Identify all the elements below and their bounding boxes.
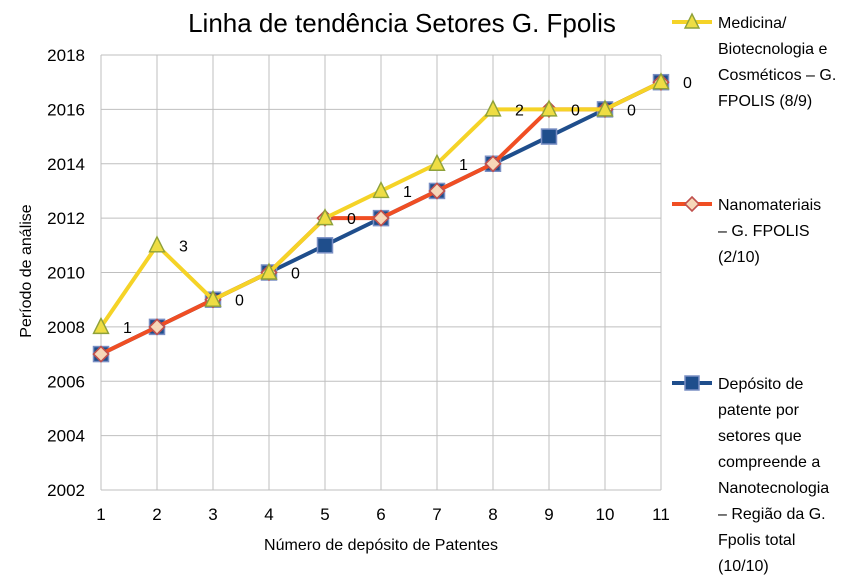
- legend-item-diamond: Nanomateriais – G. FPOLIS (2/10): [672, 195, 821, 266]
- legend-label: Biotecnologia e: [718, 41, 828, 58]
- series-point-triangle: [92, 316, 110, 335]
- y-tick-label: 2006: [47, 372, 85, 391]
- legend-label: Fpolis total: [718, 532, 795, 549]
- legend-label: FPOLIS (8/9): [718, 93, 812, 110]
- legend-label: compreende a: [718, 454, 820, 471]
- series-point-square: [540, 128, 558, 145]
- data-label: 0: [235, 293, 244, 310]
- x-tick-label: 4: [264, 505, 273, 524]
- series-point-square: [316, 237, 334, 254]
- legend-swatch-marker: [683, 12, 701, 29]
- data-label: 0: [347, 211, 356, 228]
- legend-label: Cosméticos – G.: [718, 67, 836, 84]
- series-point-triangle: [260, 262, 278, 280]
- y-tick-label: 2014: [47, 155, 85, 174]
- data-label: 0: [291, 266, 300, 283]
- series-point-diamond: [372, 209, 390, 227]
- y-axis-label: Período de análise: [18, 204, 35, 338]
- x-tick-label: 1: [96, 505, 105, 524]
- series-point-triangle: [484, 99, 502, 117]
- x-tick-label: 5: [320, 505, 329, 524]
- legend-swatch-marker: [684, 375, 700, 391]
- legend-item-triangle: Medicina/Biotecnologia e Cosméticos – G. F…: [672, 12, 836, 110]
- series-point-triangle: [540, 99, 558, 117]
- x-tick-label: 9: [544, 505, 553, 524]
- legend: Medicina/Biotecnologia e Cosméticos – G. F…: [672, 12, 836, 575]
- legend-swatch-marker: [683, 195, 701, 213]
- legend-label: Medicina/: [718, 15, 787, 32]
- legend-label: Nanomateriais: [718, 197, 821, 214]
- x-tick-label: 6: [376, 505, 385, 524]
- series-point-triangle: [316, 208, 334, 226]
- x-tick-label: 7: [432, 505, 441, 524]
- legend-label: Nanotecnologia: [718, 480, 829, 497]
- series-point-triangle: [428, 153, 446, 171]
- data-label: 0: [683, 75, 692, 92]
- legend-label: – Região da G.: [718, 506, 826, 523]
- legend-label: setores que: [718, 428, 802, 445]
- y-tick-label: 2016: [47, 100, 85, 119]
- x-tick-label: 10: [596, 505, 615, 524]
- series-point-triangle: [652, 72, 670, 90]
- x-axis-label: Número de depósito de Patentes: [264, 537, 498, 554]
- series-point-triangle: [204, 289, 222, 307]
- data-label: 0: [571, 102, 580, 119]
- series-point-diamond: [484, 155, 502, 173]
- chart-title: Linha de tendência Setores G. Fpolis: [188, 8, 616, 38]
- series-triangle: [92, 72, 670, 335]
- data-label: 1: [403, 184, 412, 201]
- legend-label: patente por: [718, 402, 800, 419]
- y-tick-label: 2008: [47, 318, 85, 337]
- data-label: 1: [459, 157, 468, 174]
- x-tick-label: 2: [152, 505, 161, 524]
- x-tick-label: 8: [488, 505, 497, 524]
- data-label: 3: [179, 238, 188, 255]
- legend-label: – G. FPOLIS: [718, 223, 810, 240]
- data-labels: 1 3 0 0 0 1 1 2 0 0 0: [123, 75, 692, 337]
- y-tick-label: 2018: [47, 46, 85, 65]
- legend-label: (2/10): [718, 249, 760, 266]
- series-point-diamond: [148, 318, 166, 336]
- series-point-diamond: [428, 182, 446, 200]
- series-point-triangle: [148, 235, 166, 253]
- series-point-diamond: [92, 345, 110, 363]
- x-tick-label: 3: [208, 505, 217, 524]
- legend-label: (10/10): [718, 558, 769, 575]
- data-label: 1: [123, 320, 132, 337]
- y-tick-label: 2010: [47, 264, 85, 283]
- y-tick-label: 2002: [47, 481, 85, 500]
- x-tick-label: 11: [652, 505, 670, 524]
- y-tick-label: 2004: [47, 427, 85, 446]
- data-label: 2: [515, 102, 524, 119]
- y-tick-label: 2012: [47, 209, 85, 228]
- legend-label: Depósito de: [718, 376, 803, 393]
- series-point-triangle: [596, 99, 614, 117]
- series-layer: [92, 72, 670, 363]
- legend-item-square: Depósito de patente por setores que compree…: [672, 375, 829, 575]
- data-label: 0: [627, 102, 636, 119]
- series-point-triangle: [372, 180, 390, 199]
